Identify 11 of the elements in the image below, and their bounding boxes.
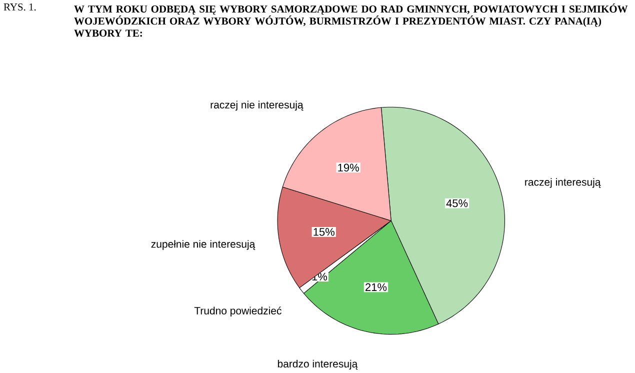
text: RYS. 1. xyxy=(4,3,36,11)
data-label: 21% xyxy=(366,283,387,291)
slice-label: raczej nie interesują xyxy=(210,100,304,111)
chart-title: W TYM ROKU ODBĘDĄ SIĘ WYBORY SAMORZĄDOWE DO RAD GMINNYCH, POWIATOWYCH I SEJMIKÓW WOJEWÓDZKICH ORAZ WYBORY WÓJTÓW, BURMISTRZÓW I PREZYDENTÓW MIAST. CZY PANA(IĄ) WYBORY TE: xyxy=(74,3,628,37)
data-label: 19% xyxy=(338,164,359,172)
data-label: 45% xyxy=(446,199,468,208)
slice-label: zupełnie nie interesują xyxy=(151,240,256,250)
slice-label: Trudno powiedzieć xyxy=(194,306,282,316)
slice-label: raczej interesują xyxy=(525,178,601,188)
slice-label: bardzo interesują xyxy=(278,360,358,370)
data-label: 15% xyxy=(314,228,334,236)
